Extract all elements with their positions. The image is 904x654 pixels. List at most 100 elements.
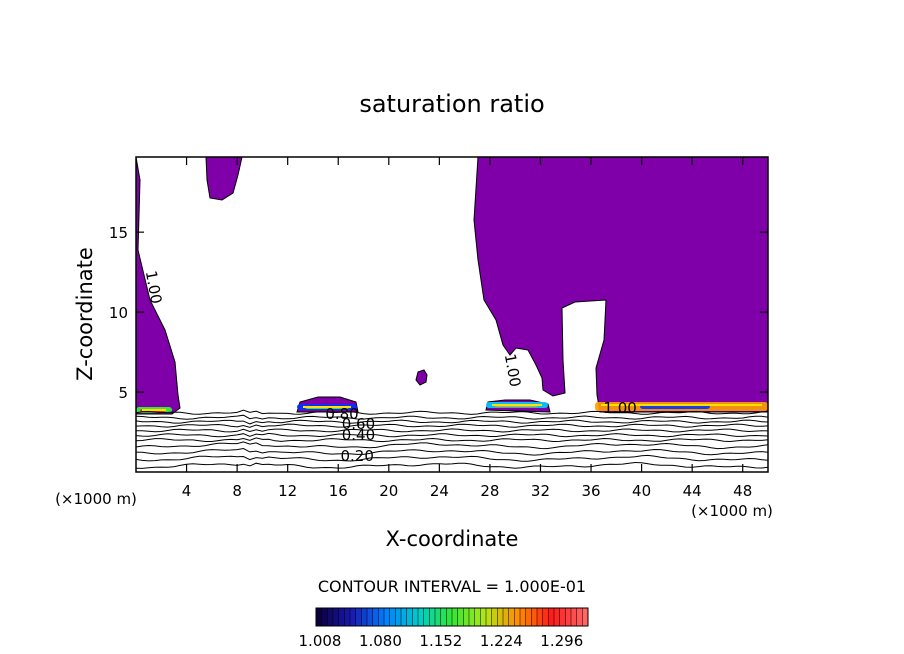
y-tick-label-1: 10 bbox=[109, 304, 128, 322]
colorbar-cell-16 bbox=[406, 608, 413, 626]
contour-line-1 bbox=[136, 414, 768, 420]
colorbar-cell-27 bbox=[469, 608, 475, 626]
x-tick-label-1: 8 bbox=[232, 482, 242, 500]
colorbar-cell-38 bbox=[531, 608, 538, 626]
colorbar-cell-13 bbox=[389, 608, 396, 626]
colorbar-tick-labels: 1.008 1.080 1.152 1.224 1.296 bbox=[299, 632, 584, 650]
colorbar-cell-34 bbox=[508, 608, 515, 626]
colorbar-tick-label-4: 1.296 bbox=[540, 632, 583, 650]
x-tick-label-0: 4 bbox=[182, 482, 192, 500]
colorbar-cell-7 bbox=[355, 608, 362, 626]
colorbar-cell-14 bbox=[395, 608, 402, 626]
supersaturated-regions bbox=[136, 157, 768, 415]
x-tick-label-6: 28 bbox=[480, 482, 499, 500]
contour-line-0 bbox=[136, 409, 768, 415]
x-tick-label-11: 48 bbox=[733, 482, 752, 500]
colorbar-cell-22 bbox=[440, 608, 447, 626]
colorbar-cell-0 bbox=[316, 608, 322, 626]
colorbar-cell-45 bbox=[571, 608, 577, 626]
plot-frame bbox=[135, 156, 769, 473]
x-tick-label-8: 36 bbox=[581, 482, 600, 500]
x-tick-label-4: 20 bbox=[379, 482, 398, 500]
contour-interval-label: CONTOUR INTERVAL = 1.000E-01 bbox=[318, 577, 586, 596]
colorbar-cell-21 bbox=[435, 608, 441, 626]
colorbar-cell-39 bbox=[537, 608, 543, 626]
streak-core-1 bbox=[492, 404, 542, 406]
colorbar-tick-label-0: 1.008 bbox=[299, 632, 342, 650]
contour-line-3 bbox=[136, 423, 768, 428]
colorbar bbox=[315, 607, 589, 627]
contour-label-1: 1.00 bbox=[501, 352, 525, 388]
colorbar-cell-28 bbox=[474, 608, 481, 626]
contour-label-0: 1.00 bbox=[142, 269, 166, 305]
contour-lines bbox=[136, 409, 768, 469]
colorbar-cell-10 bbox=[372, 608, 379, 626]
colorbar-cell-1 bbox=[321, 608, 328, 626]
x-unit-label: (×1000 m) bbox=[691, 502, 773, 520]
x-tick-label-7: 32 bbox=[531, 482, 550, 500]
plot-area: 1.001.001.000.800.600.400.20 4 8 12 16 20 24 2… bbox=[109, 156, 769, 500]
contour-line-10 bbox=[136, 461, 768, 469]
colorbar-cell-36 bbox=[520, 608, 526, 626]
contour-line-5 bbox=[136, 432, 768, 438]
x-axis-label: X-coordinate bbox=[386, 527, 519, 551]
colorbar-cell-15 bbox=[401, 608, 407, 626]
x-tick-label-10: 44 bbox=[683, 482, 702, 500]
colorbar-cell-30 bbox=[486, 608, 492, 626]
contour-labels: 1.00 1.00 1.00 0.800.600.40 0.20 bbox=[142, 269, 637, 465]
streak-core-3 bbox=[601, 404, 762, 406]
contour-line-9 bbox=[136, 454, 768, 462]
colorbar-tick-label-1: 1.080 bbox=[359, 632, 402, 650]
colorbar-tick-label-2: 1.152 bbox=[419, 632, 462, 650]
colorbar-cell-17 bbox=[412, 608, 419, 626]
colorbar-cell-24 bbox=[452, 608, 458, 626]
contour-line-7 bbox=[136, 441, 768, 450]
colorbar-cell-33 bbox=[503, 608, 509, 626]
region-right bbox=[473, 157, 768, 413]
colorbar-cell-19 bbox=[423, 608, 430, 626]
colorbar-cell-31 bbox=[491, 608, 498, 626]
contour-label-3: 0.80 bbox=[325, 405, 358, 423]
colorbar-tick-label-3: 1.224 bbox=[480, 632, 523, 650]
colorbar-frame bbox=[315, 607, 589, 627]
y-tick-label-2: 15 bbox=[109, 224, 128, 242]
contour-label-6: 0.20 bbox=[340, 447, 373, 465]
colorbar-cell-46 bbox=[576, 608, 583, 626]
contour-label-2: 1.00 bbox=[603, 399, 636, 417]
contour-line-2 bbox=[136, 419, 768, 425]
colorbar-cell-9 bbox=[367, 608, 373, 626]
colorbar-cell-35 bbox=[514, 608, 521, 626]
colorbar-cell-2 bbox=[327, 608, 334, 626]
high-saturation-streaks bbox=[136, 402, 768, 413]
colorbar-cell-5 bbox=[344, 608, 351, 626]
colorbar-cell-41 bbox=[548, 608, 555, 626]
colorbar-cell-47 bbox=[582, 608, 589, 626]
z-unit-label: (×1000 m) bbox=[55, 490, 137, 508]
contour-line-4 bbox=[136, 428, 768, 433]
contour-label-5: 0.40 bbox=[342, 426, 375, 444]
x-tick-label-5: 24 bbox=[430, 482, 449, 500]
colorbar-cell-43 bbox=[559, 608, 566, 626]
colorbar-cell-37 bbox=[525, 608, 532, 626]
streak-core-0 bbox=[303, 406, 351, 408]
contour-label-4: 0.60 bbox=[342, 415, 375, 433]
x-tick-label-3: 16 bbox=[329, 482, 348, 500]
colorbar-cell-25 bbox=[457, 608, 464, 626]
colorbar-cell-23 bbox=[446, 608, 453, 626]
region-left bbox=[136, 157, 181, 415]
colorbar-cell-18 bbox=[418, 608, 424, 626]
colorbar-cell-11 bbox=[378, 608, 385, 626]
colorbar-cell-3 bbox=[333, 608, 339, 626]
streak-core-2 bbox=[142, 409, 166, 411]
colorbar-cell-20 bbox=[429, 608, 436, 626]
axis-ticks bbox=[136, 157, 768, 472]
y-axis-label: Z-coordinate bbox=[73, 247, 97, 381]
region-small-blob bbox=[415, 369, 428, 386]
contour-line-8 bbox=[136, 447, 768, 456]
colorbar-cell-8 bbox=[361, 608, 368, 626]
colorbar-cell-44 bbox=[565, 608, 572, 626]
y-tick-label-0: 5 bbox=[118, 384, 128, 402]
contour-line-6 bbox=[136, 437, 768, 443]
